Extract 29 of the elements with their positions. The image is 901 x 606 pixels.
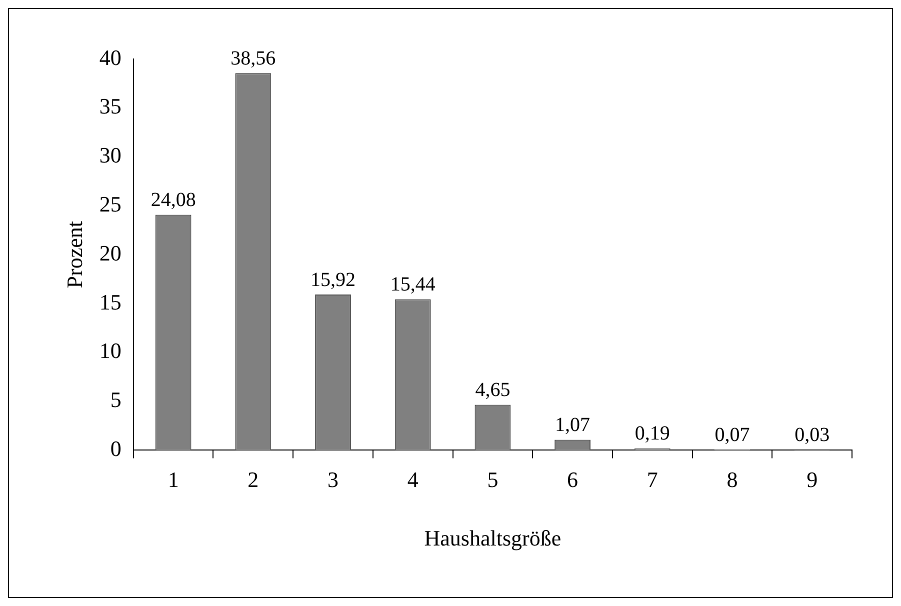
y-tick-label: 20 [99, 240, 122, 266]
x-tick-label: 6 [567, 467, 578, 492]
y-tick-label: 35 [99, 94, 122, 119]
y-tick-label: 5 [110, 387, 122, 412]
data-label: 0,19 [634, 422, 670, 445]
x-tick-label: 9 [806, 467, 818, 492]
data-label: 38,56 [230, 47, 276, 70]
data-label: 4,65 [475, 378, 510, 401]
data-label: 0,03 [794, 424, 830, 446]
x-tick-label: 7 [646, 467, 658, 492]
y-tick-label: 10 [99, 338, 122, 364]
x-tick-label: 8 [726, 467, 738, 492]
x-axis-title: Haushaltsgröße [424, 526, 562, 551]
y-tick-label: 15 [99, 289, 122, 314]
data-label: 15,92 [310, 268, 356, 291]
data-label: 1,07 [555, 414, 590, 436]
y-tick-label: 40 [99, 44, 122, 70]
y-tick-label: 0 [110, 436, 122, 461]
x-tick-label: 4 [407, 467, 418, 492]
x-tick-label: 2 [248, 467, 259, 492]
data-label: 15,44 [390, 273, 436, 296]
data-label: 0,07 [714, 424, 750, 446]
data-label: 24,08 [150, 188, 196, 211]
x-tick-label: 1 [168, 467, 179, 492]
y-tick-label: 30 [99, 142, 122, 168]
x-tick-label: 5 [487, 467, 498, 492]
x-tick-label: 3 [328, 467, 339, 492]
y-tick-label: 25 [99, 191, 122, 216]
y-axis-title: Prozent [62, 221, 87, 288]
